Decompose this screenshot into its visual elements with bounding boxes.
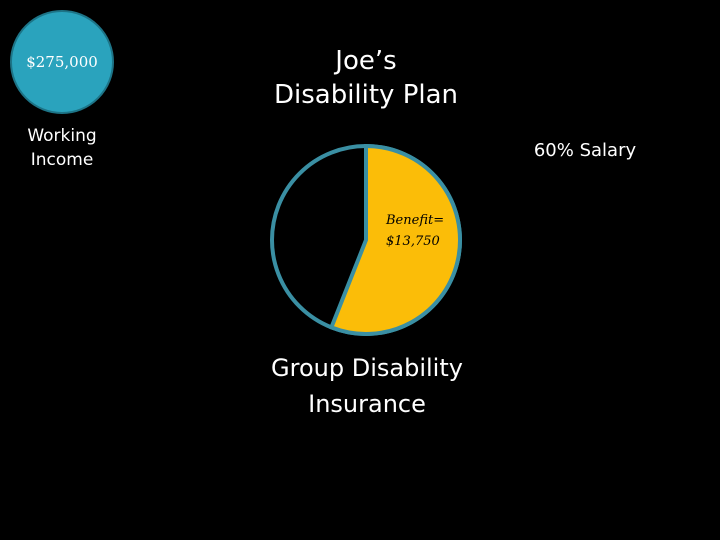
benefit-line-1: Benefit=: [386, 213, 445, 228]
benefit-text: Benefit= $13,750: [386, 210, 506, 252]
insurance-label: Group Disability Insurance: [271, 354, 463, 418]
pie-benefit-slice: [328, 144, 462, 336]
salary-label: 60% Salary: [533, 140, 637, 161]
benefit-pie-chart: [270, 144, 462, 336]
page-title: Joe’s Disability Plan: [273, 46, 459, 110]
income-amount: $275,000: [26, 53, 98, 71]
income-circle: $275,000: [10, 10, 114, 114]
benefit-line-2: $13,750: [386, 234, 440, 249]
income-label: Working Income: [27, 126, 97, 170]
